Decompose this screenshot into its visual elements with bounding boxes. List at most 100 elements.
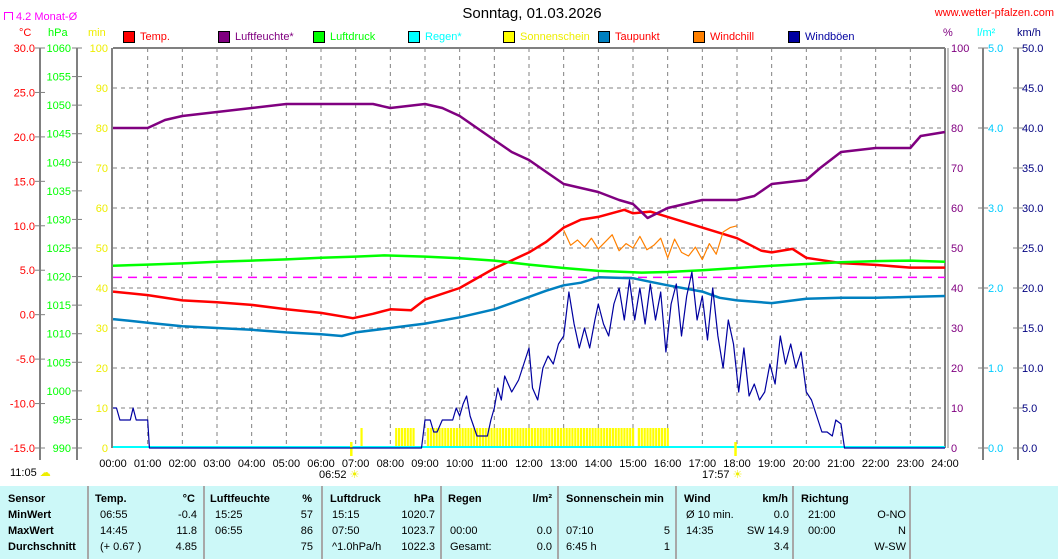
axis-tick-label-sun: 100 [90,43,108,55]
sunrise-time: 06:52 [319,469,347,481]
sunshine-bar [603,428,606,448]
axis-tick-label-pressure: 1050 [47,100,71,112]
sunshine-bar [585,428,588,448]
series-line-taupunkt [112,276,946,338]
sunset-time: 17:57 [702,469,730,481]
stats-col-sun [559,486,677,559]
axis-tick-label-sun: 80 [96,123,108,135]
stats-direction-value: O-NO [877,509,906,521]
stats-col-pressure [323,486,442,559]
sunshine-bar [450,428,453,448]
axis-tick-label-pressure: 995 [53,414,71,426]
sunshine-bar [499,428,502,448]
monthly-average-label: 4.2 Monat-Ø [4,11,77,23]
axis-tick-label-rain: 3.0 [988,203,1003,215]
sunset-icon: ☀ [732,469,743,481]
stats-rain-time: Gesamt: [450,541,492,553]
sunshine-bar [626,428,629,448]
legend-item: Sonnenschein [503,31,590,43]
monthly-average-text: 4.2 Monat-Ø [16,11,78,23]
x-tick-label: 19:00 [758,458,786,470]
sunshine-bar [617,428,620,448]
sunshine-bar [545,428,548,448]
axis-tick-label-rain: 5.0 [988,43,1003,55]
sunshine-bar [513,428,516,448]
stats-header-rain: Regen [448,493,482,505]
sunshine-bar [606,428,609,448]
stats-sunshine-time: 07:10 [566,525,594,537]
x-tick-label: 04:00 [238,458,266,470]
axis-tick-label-wind: 35.0 [1022,163,1043,175]
daylength: 11:05 ☁ [10,466,51,479]
sunshine-bar [444,428,447,448]
axis-tick-label-pressure: 1025 [47,243,71,255]
axis-tick-label-temp: 0.0 [20,310,35,322]
sunshine-bar [539,428,542,448]
axis-tick-label-pressure: 1055 [47,72,71,84]
sunshine-bar [536,428,539,448]
stats-table: Sensor Temp. °C Luftfeuchte% Luftdruck hPa Reg… [0,486,1058,559]
sunshine-bar [571,428,574,448]
stats-header-humidity: Luftfeuchte [210,493,270,505]
axis-tick-label-rain: 1.0 [988,363,1003,375]
sunrise: 06:52 ☀ [319,468,359,481]
axis-tick-label-sun: 30 [96,323,108,335]
axis-tick-label-sun: 20 [96,363,108,375]
stats-rain-time: 00:00 [450,525,478,537]
axis-tick-label-pressure: 1060 [47,43,71,55]
stats-col-wind [677,486,794,559]
sunshine-bar [582,428,586,448]
sunshine-bar [591,428,594,448]
axis-tick-label-pressure: 1005 [47,357,71,369]
chart-title: Sonntag, 01.03.2026 [462,5,602,22]
sunshine-bar [478,428,482,448]
stats-wind-value: 3.4 [773,541,789,553]
axis-tick-label-wind: 30.0 [1022,203,1043,215]
stats-humidity-value: 86 [300,525,313,537]
sunshine-bar [490,428,493,448]
axis-tick-label-wind: 0.0 [1022,443,1037,455]
stats-rain-value: 0.0 [536,525,552,537]
legend-item: Windböen [788,31,855,43]
sunshine-bar [554,428,557,448]
sunshine-bar [467,428,470,448]
axis-tick-label-temp: -10.0 [10,399,35,411]
sunshine-bar [493,428,496,448]
site-link[interactable]: www.wetter-pfalzen.com [934,7,1054,19]
x-tick-label: 08:00 [377,458,405,470]
sunshine-bar [406,428,409,448]
x-tick-label: 18:00 [723,458,751,470]
sunshine-bar [643,428,646,448]
sunshine-bar [548,428,551,448]
x-tick-label: 14:00 [585,458,613,470]
stats-rain-value: 0.0 [536,541,552,553]
sunshine-bar [559,428,562,448]
sunshine-bar [574,428,577,448]
sunshine-bar [496,428,499,448]
legend-item: Taupunkt [598,31,660,43]
sunshine-bar [481,428,484,448]
axis-tick-label-pressure: 1015 [47,300,71,312]
axis-tick-label-temp: 30.0 [14,43,35,55]
sunshine-bar [464,428,467,448]
sunshine-bar [525,428,528,448]
axis-tick-label-wind: 40.0 [1022,123,1043,135]
stats-humidity-value: 57 [300,509,313,521]
stats-row-label: Durchschnitt [8,541,76,553]
sunshine-bar [400,428,404,448]
stats-row-label: MinWert [8,509,52,521]
legend-label: Luftdruck [330,31,376,43]
stats-header-sunshine: Sonnenschein min [566,493,664,505]
axis-tick-label-pressure: 1040 [47,157,71,169]
series-line-windchill [563,225,738,261]
legend-label: Taupunkt [615,31,660,43]
stats-temp-time: 14:45 [100,525,128,537]
sunshine-bar [403,428,406,448]
axis-tick-label-sun: 60 [96,203,108,215]
unit-pressure: hPa [48,27,68,39]
x-tick-label: 22:00 [862,458,890,470]
axis-tick-label-wind: 15.0 [1022,323,1043,335]
stats-humidity-value: 75 [300,541,313,553]
sunshine-bar [614,428,617,448]
legend-label: Regen* [425,31,462,43]
